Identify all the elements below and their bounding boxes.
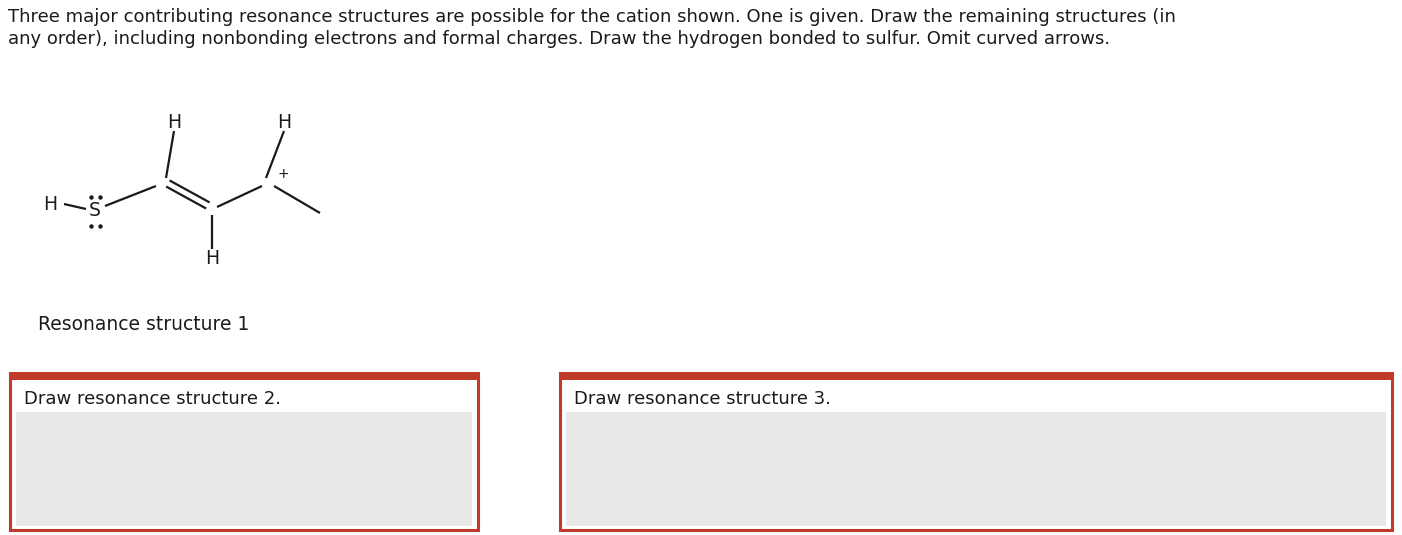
Text: Three major contributing resonance structures are possible for the cation shown.: Three major contributing resonance struc…	[8, 8, 1176, 26]
Text: S: S	[90, 201, 101, 219]
Text: Resonance structure 1: Resonance structure 1	[38, 315, 250, 334]
Bar	[15, 412, 472, 526]
Text: Draw resonance structure 3.: Draw resonance structure 3.	[573, 390, 831, 408]
Text: Draw resonance structure 2.: Draw resonance structure 2.	[24, 390, 280, 408]
Bar	[559, 373, 1392, 380]
Bar	[566, 412, 1387, 526]
Bar	[10, 373, 478, 380]
Text: H: H	[278, 112, 292, 132]
Text: +: +	[278, 167, 289, 181]
Text: H: H	[43, 195, 57, 213]
Text: H: H	[205, 248, 219, 268]
Text: H: H	[167, 112, 181, 132]
Bar	[559, 373, 1392, 530]
Text: any order), including nonbonding electrons and formal charges. Draw the hydrogen: any order), including nonbonding electro…	[8, 30, 1110, 48]
Bar	[10, 373, 478, 530]
